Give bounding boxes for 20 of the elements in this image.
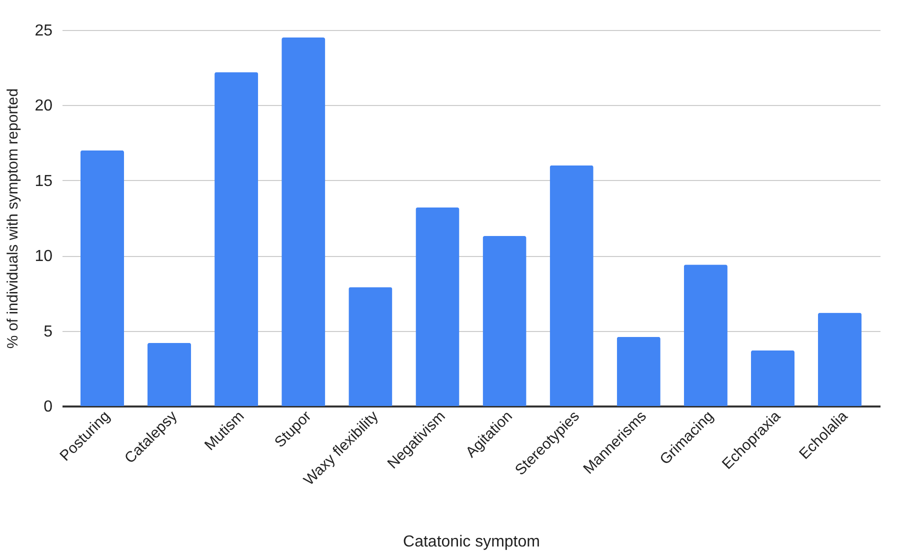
bar [750, 350, 795, 406]
y-tick-label: 5 [44, 323, 53, 340]
y-tick-label: 0 [44, 398, 53, 416]
bar [616, 336, 660, 406]
bar [282, 38, 326, 406]
bar [684, 264, 728, 406]
bar [550, 165, 594, 406]
bar [482, 236, 526, 406]
bar [416, 207, 460, 406]
y-axis-title: % of individuals with symptom reported [4, 88, 22, 349]
bar [80, 150, 124, 406]
bar [147, 342, 192, 406]
bar [818, 312, 862, 406]
y-tick-label: 25 [34, 22, 53, 40]
y-tick-label: 20 [34, 98, 53, 115]
y-tick-label: 10 [34, 248, 53, 266]
bar [214, 72, 258, 406]
bar [348, 287, 392, 406]
x-axis-title: Catatonic symptom [403, 533, 540, 550]
y-tick-label: 15 [34, 172, 53, 190]
